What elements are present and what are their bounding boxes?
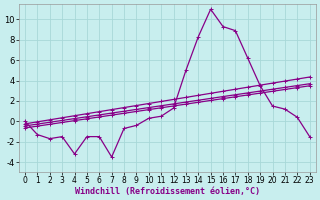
X-axis label: Windchill (Refroidissement éolien,°C): Windchill (Refroidissement éolien,°C)	[75, 187, 260, 196]
